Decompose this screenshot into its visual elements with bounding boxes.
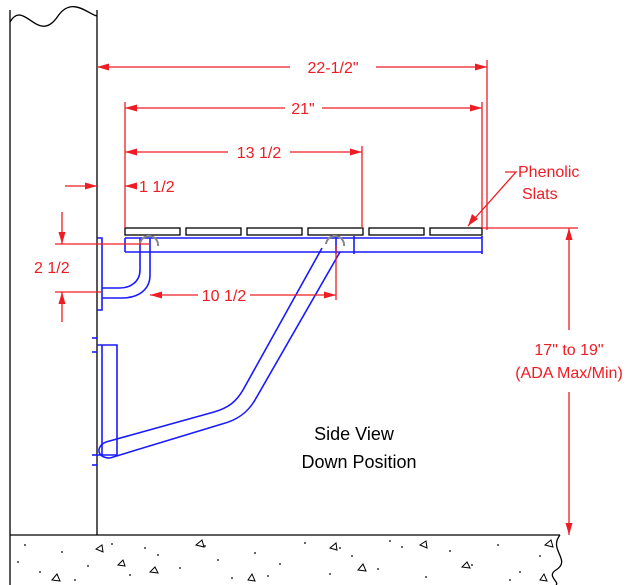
seat-height-label-1: 17" to 19" bbox=[534, 342, 603, 359]
slat bbox=[124, 227, 181, 236]
dim-mount-drop: 2 1/2 bbox=[34, 212, 150, 322]
slats-callout: Phenolic Slats bbox=[467, 164, 579, 227]
slats-label-2: Slats bbox=[522, 186, 558, 203]
wall bbox=[9, 6, 98, 535]
slat bbox=[429, 227, 483, 236]
bracket-span-label: 13 1/2 bbox=[237, 145, 282, 162]
dim-seat-depth: 21" bbox=[124, 101, 483, 228]
slats-label-1: Phenolic bbox=[518, 164, 579, 181]
dim-seat-height: 17" to 19" (ADA Max/Min) bbox=[482, 227, 623, 535]
pivot-front bbox=[325, 235, 346, 247]
wall-plate bbox=[92, 237, 118, 466]
dim-wall-offset: 1 1/2 bbox=[65, 179, 175, 196]
seat-height-label-2: (ADA Max/Min) bbox=[515, 365, 623, 382]
view-title: Side View bbox=[314, 424, 395, 444]
view-subtitle: Down Position bbox=[301, 452, 416, 472]
pivot-spacing-label: 10 1/2 bbox=[202, 288, 247, 305]
wall-offset-label: 1 1/2 bbox=[139, 179, 175, 196]
slat bbox=[185, 227, 242, 236]
concrete-aggregate bbox=[51, 539, 554, 582]
pivot-points bbox=[139, 235, 346, 247]
pivot-rear bbox=[139, 235, 160, 247]
upper-hook-rod bbox=[102, 238, 151, 299]
seat-frame bbox=[124, 236, 483, 254]
overall-depth-label: 22-1/2" bbox=[307, 60, 358, 77]
concrete-hatch bbox=[17, 540, 541, 581]
dim-pivot-spacing: 10 1/2 bbox=[150, 246, 337, 305]
mount-drop-label: 2 1/2 bbox=[34, 260, 70, 277]
slat bbox=[246, 227, 303, 236]
slat bbox=[368, 227, 425, 236]
dim-bracket-span: 13 1/2 bbox=[125, 145, 363, 228]
slat bbox=[307, 227, 364, 236]
dim-overall-depth: 22-1/2" bbox=[97, 60, 488, 230]
view-caption: Side View Down Position bbox=[301, 424, 416, 472]
seat-depth-label: 21" bbox=[291, 101, 314, 118]
concrete-floor bbox=[9, 534, 563, 585]
phenolic-slats bbox=[124, 227, 483, 236]
diagonal-brace bbox=[98, 247, 341, 459]
